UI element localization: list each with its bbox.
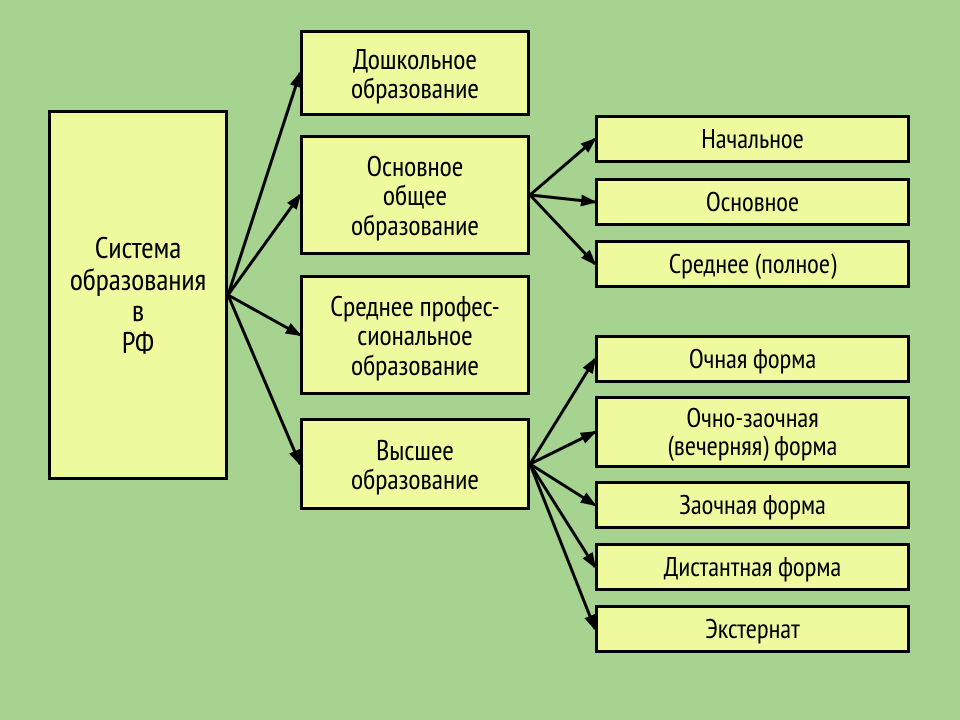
node-higher: Высшее образование [300, 418, 530, 510]
edge-root-basic [228, 195, 300, 295]
node-h1: Очная форма [595, 335, 910, 383]
node-h4: Дистантная форма [595, 543, 910, 591]
node-b1: Начальное [595, 115, 910, 163]
edge-higher-h3 [530, 464, 595, 505]
edge-higher-h2 [530, 432, 595, 464]
node-h3: Заочная форма [595, 481, 910, 529]
node-b3: Среднее (полное) [595, 240, 910, 288]
node-h2: Очно-заочная (вечерняя) форма [595, 396, 910, 468]
edge-root-pre [228, 73, 300, 295]
edge-root-higher [228, 295, 300, 464]
diagram-canvas: Система образования в РФ Дошкольное образ… [0, 0, 960, 720]
edge-higher-h4 [530, 464, 595, 567]
edge-higher-h5 [530, 464, 595, 629]
edge-root-prof [228, 295, 300, 335]
node-h5: Экстернат [595, 605, 910, 653]
node-b2: Основное [595, 178, 910, 226]
node-prof: Среднее профес- сиональное образование [300, 275, 530, 395]
edge-higher-h1 [530, 359, 595, 464]
edge-basic-b3 [530, 195, 595, 264]
node-root: Система образования в РФ [48, 110, 228, 480]
edge-basic-b2 [530, 195, 595, 202]
node-basic: Основное общее образование [300, 135, 530, 255]
node-pre: Дошкольное образование [300, 30, 530, 116]
edge-basic-b1 [530, 139, 595, 195]
